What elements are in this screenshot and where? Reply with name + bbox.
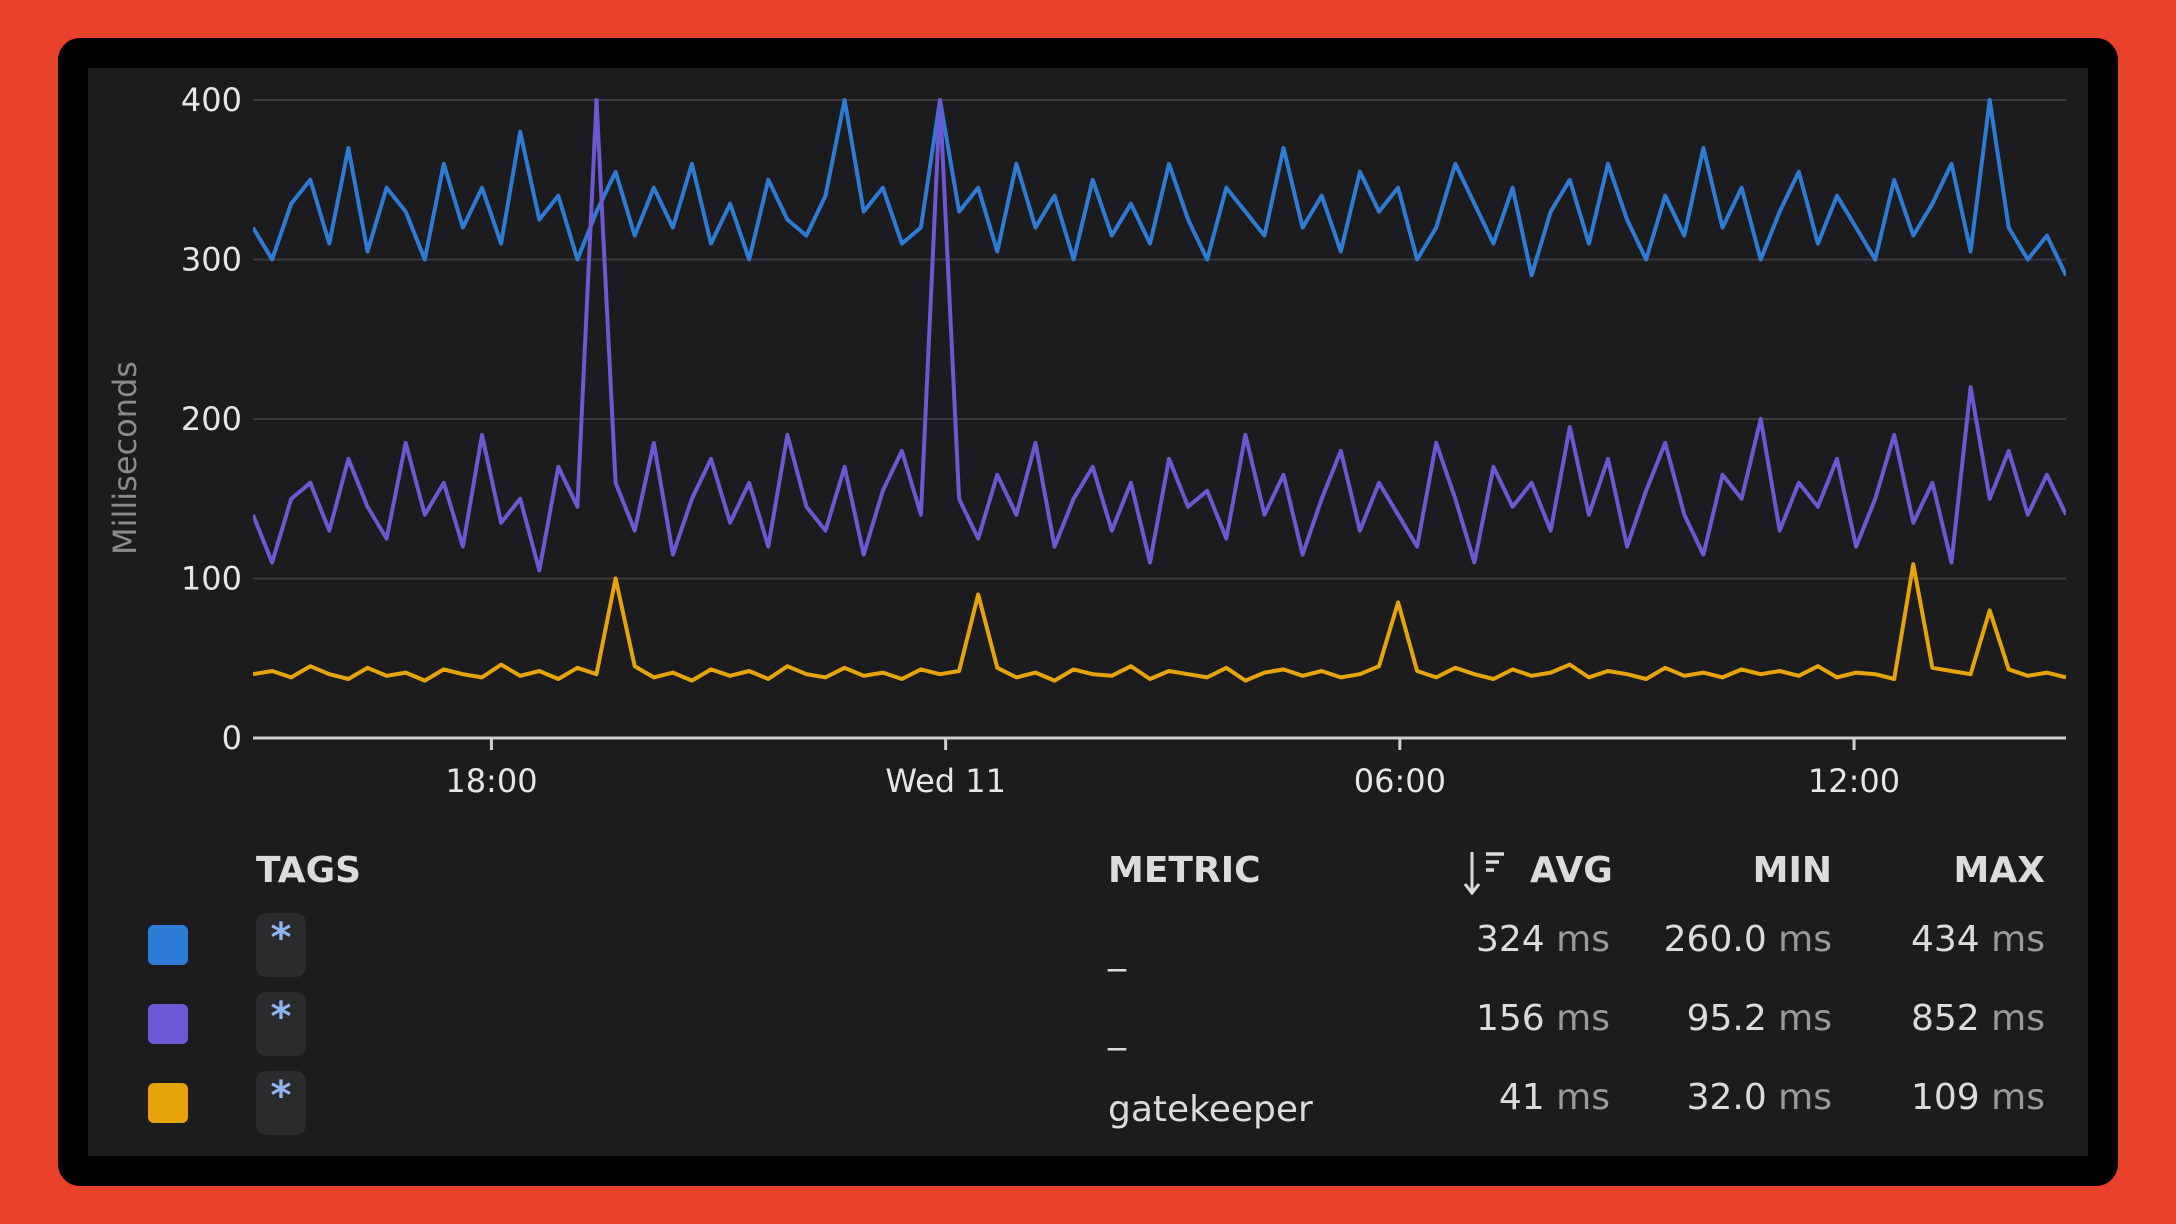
y-axis-label: Milliseconds <box>106 361 144 555</box>
metric-name: gatekeeper <box>1108 1089 1313 1130</box>
avg-header[interactable]: AVG <box>1530 850 1613 891</box>
tag-pill[interactable]: * <box>256 913 306 977</box>
series-line-2 <box>253 562 2066 683</box>
min-value: 95.2 ms <box>1686 998 1832 1039</box>
tags-header: TAGS <box>256 850 362 891</box>
min-value: 32.0 ms <box>1686 1077 1832 1118</box>
min-header[interactable]: MIN <box>1752 850 1832 891</box>
max-value: 109 ms <box>1911 1077 2045 1118</box>
tag-pill[interactable]: * <box>256 992 306 1056</box>
metric-header[interactable]: METRIC <box>1108 850 1261 891</box>
x-tick-label: 12:00 <box>1808 762 1900 800</box>
avg-value: 324 ms <box>1476 919 1610 960</box>
y-tick-label: 0 <box>222 719 242 757</box>
metric-name: _ <box>1108 931 1126 972</box>
y-tick-label: 200 <box>181 400 242 438</box>
min-value: 260.0 ms <box>1663 919 1832 960</box>
max-value: 434 ms <box>1911 919 2045 960</box>
series-color-swatch[interactable] <box>148 1004 188 1044</box>
x-tick-label: Wed 11 <box>885 762 1006 800</box>
series-line-1 <box>253 98 2066 573</box>
y-tick-label: 100 <box>181 560 242 598</box>
metric-name: _ <box>1108 1010 1126 1051</box>
avg-value: 41 ms <box>1498 1077 1610 1118</box>
avg-value: 156 ms <box>1476 998 1610 1039</box>
x-tick-label: 06:00 <box>1354 762 1446 800</box>
series-color-swatch[interactable] <box>148 925 188 965</box>
y-tick-label: 300 <box>181 241 242 279</box>
sort-descending-icon[interactable] <box>1462 848 1510 898</box>
series-color-swatch[interactable] <box>148 1083 188 1123</box>
max-value: 852 ms <box>1911 998 2045 1039</box>
max-header[interactable]: MAX <box>1953 850 2045 891</box>
series-line-0 <box>253 98 2066 278</box>
tag-pill[interactable]: * <box>256 1071 306 1135</box>
y-tick-label: 400 <box>181 81 242 119</box>
x-tick-label: 18:00 <box>445 762 537 800</box>
